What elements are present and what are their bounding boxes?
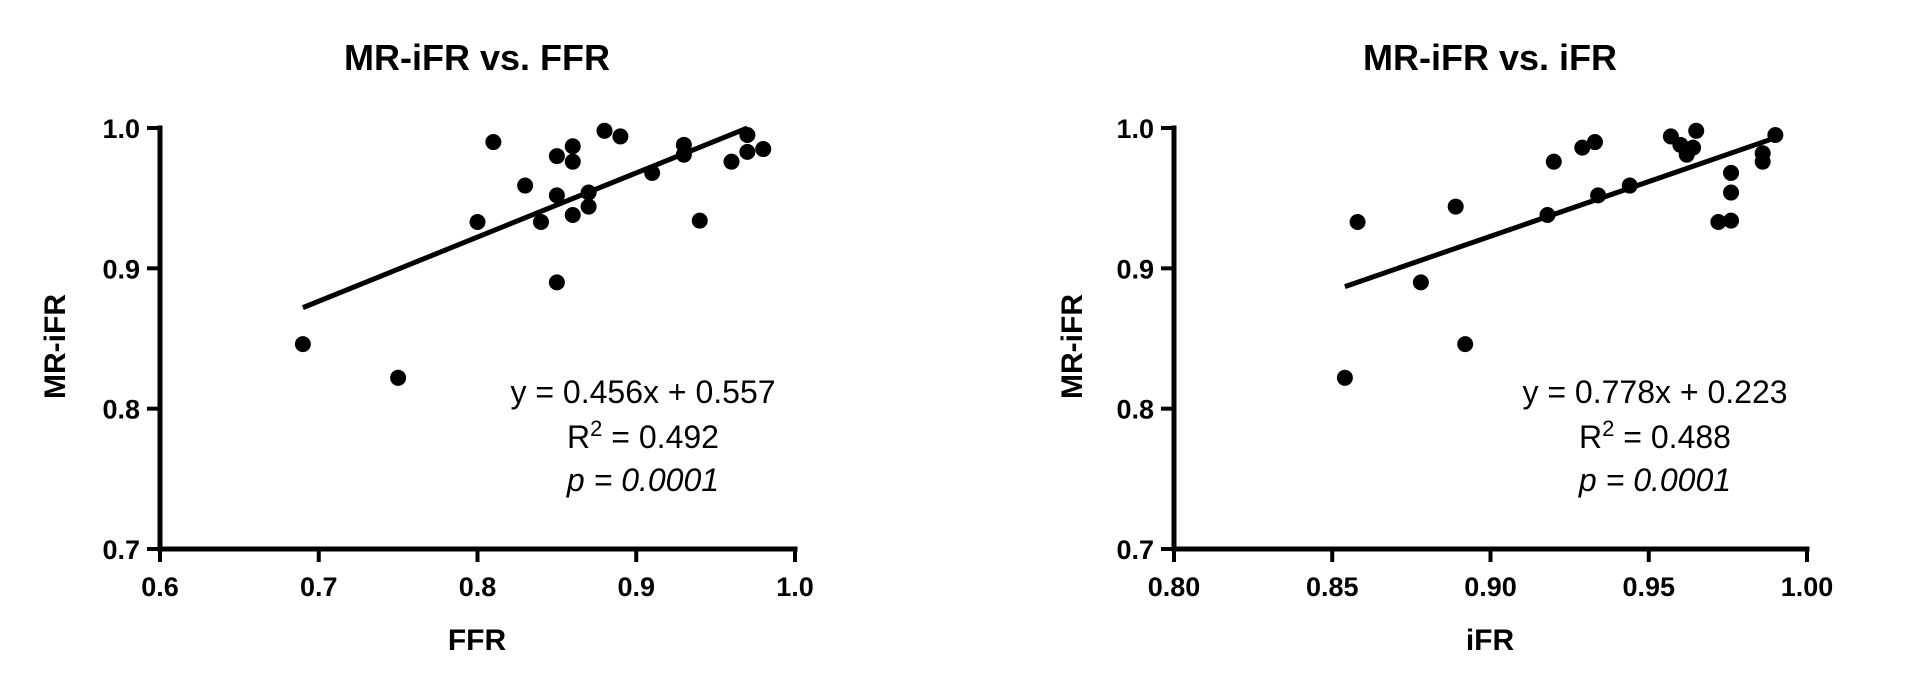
data-point: [1685, 139, 1702, 156]
data-point: [1336, 369, 1353, 386]
r-label: R: [1579, 419, 1602, 455]
data-point: [1349, 214, 1366, 231]
chart-title: MR-iFR vs. iFR: [1363, 37, 1617, 78]
data-point: [1457, 336, 1474, 353]
r-value: = 0.492: [602, 419, 719, 455]
y-tick-label: 0.9: [1116, 254, 1154, 284]
y-tick-label: 0.7: [1116, 535, 1154, 565]
data-point: [596, 122, 613, 139]
y-tick-label: 1.0: [1116, 114, 1154, 144]
r-squared: R2 = 0.492: [567, 416, 719, 455]
x-tick-label: 0.95: [1622, 572, 1675, 602]
r-squared: R2 = 0.488: [1579, 416, 1731, 455]
r-sup: 2: [1602, 416, 1614, 441]
data-point: [548, 274, 565, 291]
data-point: [1447, 198, 1464, 215]
data-point: [1710, 214, 1727, 231]
y-tick-label: 0.8: [102, 395, 140, 425]
equation: y = 0.778x + 0.223: [1522, 374, 1787, 410]
y-axis-title: MR-iFR: [1056, 294, 1089, 399]
x-tick-label: 0.6: [141, 572, 179, 602]
data-point: [564, 207, 581, 224]
data-point: [533, 214, 549, 231]
data-point: [548, 148, 565, 165]
x-axis-title: iFR: [1466, 624, 1515, 657]
data-point: [390, 369, 407, 386]
data-point: [580, 184, 597, 201]
data-point: [755, 141, 772, 158]
data-point: [548, 187, 565, 204]
x-tick-label: 0.85: [1306, 572, 1359, 602]
y-tick-label: 0.7: [102, 535, 140, 565]
data-point: [1586, 134, 1603, 151]
y-tick-label: 0.8: [1116, 395, 1154, 425]
chart-title: MR-iFR vs. FFR: [344, 37, 610, 78]
p-value: p = 0.0001: [566, 462, 719, 498]
data-point: [517, 177, 534, 194]
r-sup: 2: [590, 416, 602, 441]
data-point: [675, 146, 692, 163]
fit-line: [301, 125, 749, 310]
data-point: [1412, 274, 1429, 291]
data-point: [739, 143, 756, 160]
data-point: [1723, 184, 1740, 201]
data-point: [580, 198, 597, 215]
r-label: R: [567, 419, 590, 455]
data-point: [739, 127, 756, 144]
data-point: [294, 336, 311, 353]
data-point: [644, 164, 661, 181]
data-point: [485, 134, 502, 151]
data-point: [1754, 145, 1771, 162]
data-point: [469, 214, 486, 231]
x-tick-label: 0.90: [1464, 572, 1517, 602]
data-point: [1621, 177, 1638, 194]
x-axis-title: FFR: [448, 624, 507, 657]
x-tick-label: 1.00: [1781, 572, 1834, 602]
data-point: [691, 212, 708, 229]
data-point: [564, 138, 581, 155]
x-tick-label: 0.8: [459, 572, 497, 602]
data-point: [723, 153, 740, 170]
x-tick-label: 0.9: [617, 572, 655, 602]
x-tick-label: 1.0: [776, 572, 814, 602]
y-tick-label: 0.9: [102, 254, 140, 284]
x-tick-label: 0.7: [300, 572, 338, 602]
data-point: [1590, 187, 1607, 204]
data-point: [564, 153, 581, 170]
y-tick-label: 1.0: [102, 114, 140, 144]
x-tick-label: 0.80: [1148, 572, 1201, 602]
p-value: p = 0.0001: [1578, 462, 1731, 498]
data-point: [1545, 153, 1562, 170]
data-point: [1574, 139, 1591, 156]
data-point: [1723, 212, 1740, 229]
fit-line: [1344, 135, 1777, 289]
equation: y = 0.456x + 0.557: [510, 374, 775, 410]
y-axis-title: MR-iFR: [39, 294, 72, 399]
data-point: [1539, 207, 1556, 224]
r-value: = 0.488: [1614, 419, 1731, 455]
data-point: [1767, 127, 1784, 144]
data-point: [1688, 122, 1705, 139]
data-point: [612, 128, 629, 145]
data-point: [1723, 164, 1740, 181]
